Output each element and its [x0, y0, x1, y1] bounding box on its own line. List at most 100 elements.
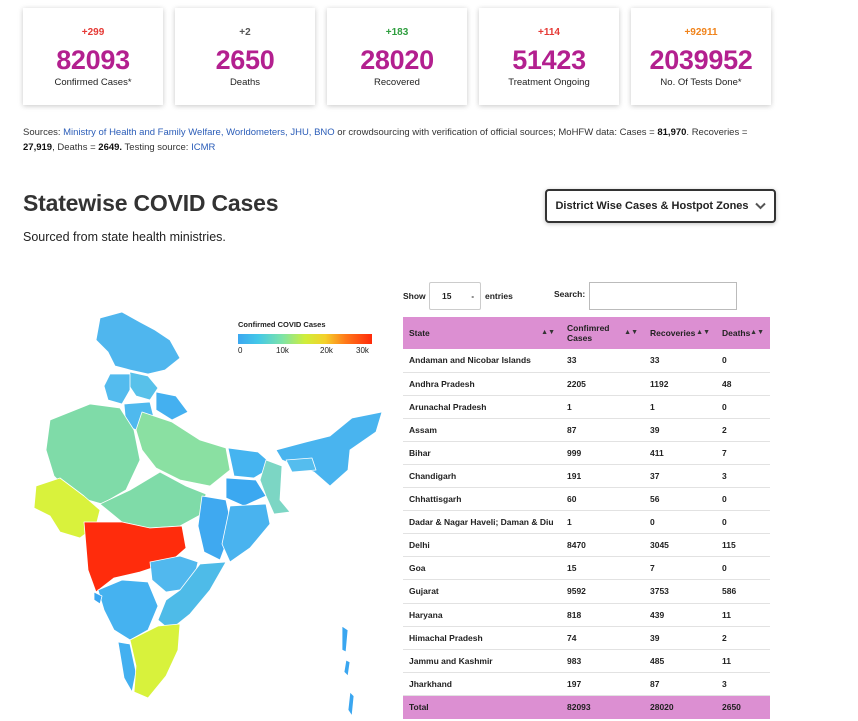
mohfw-cases: 81,970 [657, 127, 687, 138]
legend-tick: 0 [238, 346, 243, 355]
table-row: Gujarat 9592 3753 586 [403, 579, 770, 604]
stat-label: Deaths [229, 77, 261, 88]
cell-deaths: 115 [716, 533, 770, 558]
entries-select[interactable]: 15 - [429, 282, 481, 310]
district-wise-dropdown-button[interactable]: District Wise Cases & Hostpot Zones [545, 189, 776, 223]
stat-value: 51423 [512, 45, 586, 75]
cell-confirmed: 15 [561, 556, 644, 581]
map-legend: Confirmed COVID Cases 0 10k 20k 30k [238, 320, 378, 358]
sources-middle: or crowdsourcing with verification of of… [334, 127, 658, 138]
map-region-jammu-kashmir [95, 311, 181, 375]
table-total-row: Total 82093 28020 2650 [403, 695, 770, 719]
cell-deaths: 11 [716, 603, 770, 627]
cell-confirmed: 33 [561, 349, 644, 373]
map-region-tamil-nadu [129, 623, 181, 699]
stat-value: 28020 [360, 45, 434, 75]
select-arrow-icon: - [471, 292, 474, 301]
sources-link[interactable]: Ministry of Health and Family Welfare, W… [63, 127, 335, 138]
cell-state: Jammu and Kashmir [403, 649, 561, 673]
cell-deaths: 7 [716, 441, 770, 465]
th-state[interactable]: State ▲▼ [403, 317, 561, 349]
section-subtitle: Sourced from state health ministries. [23, 230, 226, 244]
map-region-jharkhand [225, 477, 267, 507]
stat-delta: +2 [239, 27, 251, 38]
search-label: Search: [554, 289, 586, 299]
cell-confirmed: 1 [561, 395, 644, 419]
map-region-punjab [103, 373, 131, 405]
map-region-karnataka [97, 579, 159, 641]
map-region-odisha [221, 503, 271, 563]
legend-tick: 10k [276, 346, 289, 355]
cell-recoveries: 1192 [644, 372, 716, 396]
cell-deaths: 2650 [716, 695, 770, 719]
legend-tick: 20k [320, 346, 333, 355]
table-row: Delhi 8470 3045 115 [403, 533, 770, 558]
th-deaths[interactable]: Deaths ▲▼ [716, 317, 770, 349]
table-row: Chhattisgarh 60 56 0 [403, 487, 770, 512]
table-controls: Show 15 - entries Search: [403, 282, 773, 310]
stat-card-tests: +92911 2039952 No. Of Tests Done* [631, 8, 771, 105]
cell-state: Assam [403, 418, 561, 442]
india-map-svg [33, 311, 383, 717]
cell-state: Gujarat [403, 579, 561, 604]
map-region-rajasthan [45, 403, 141, 505]
cell-state: Dadar & Nagar Haveli; Daman & Diu [403, 510, 561, 535]
table-row: Haryana 818 439 11 [403, 603, 770, 627]
stat-label: Confirmed Cases* [54, 77, 132, 88]
india-map[interactable] [30, 300, 390, 720]
table-row: Goa 15 7 0 [403, 556, 770, 581]
map-region-west-bengal [259, 459, 291, 515]
legend-title: Confirmed COVID Cases [238, 320, 326, 329]
cell-confirmed: 74 [561, 626, 644, 650]
table-row: Bihar 999 411 7 [403, 441, 770, 465]
search-input[interactable] [589, 282, 737, 310]
cell-state: Bihar [403, 441, 561, 465]
cell-recoveries: 7 [644, 556, 716, 581]
cell-recoveries: 3045 [644, 533, 716, 558]
district-button-label: District Wise Cases & Hostpot Zones [555, 200, 749, 212]
cell-deaths: 2 [716, 418, 770, 442]
table-row: Andhra Pradesh 2205 1192 48 [403, 372, 770, 396]
recoveries-label: . Recoveries = [686, 127, 748, 138]
table-row: Himachal Pradesh 74 39 2 [403, 626, 770, 650]
deaths-label: , Deaths = [52, 142, 99, 153]
cell-deaths: 0 [716, 395, 770, 419]
table-row: Arunachal Pradesh 1 1 0 [403, 395, 770, 419]
cell-confirmed: 1 [561, 510, 644, 535]
cell-deaths: 0 [716, 556, 770, 581]
stat-value: 2650 [215, 45, 275, 75]
th-label: Confimred Cases [567, 323, 610, 343]
stat-label: No. Of Tests Done* [660, 77, 742, 88]
cell-deaths: 0 [716, 349, 770, 373]
chevron-down-icon [754, 202, 766, 210]
cell-recoveries: 33 [644, 349, 716, 373]
cell-recoveries: 411 [644, 441, 716, 465]
icmr-link[interactable]: ICMR [191, 142, 216, 153]
sort-icon: ▲▼ [750, 329, 764, 336]
map-region-uttarakhand [155, 391, 189, 421]
cell-confirmed: 191 [561, 464, 644, 489]
cell-confirmed: 60 [561, 487, 644, 512]
cell-state: Andaman and Nicobar Islands [403, 349, 561, 373]
stat-label: Treatment Ongoing [508, 77, 590, 88]
cell-confirmed: 9592 [561, 579, 644, 604]
map-region-himachal [127, 371, 159, 401]
th-confirmed[interactable]: Confimred Cases ▲▼ [561, 317, 644, 349]
table-row: Dadar & Nagar Haveli; Daman & Diu 1 0 0 [403, 510, 770, 535]
cell-state: Delhi [403, 533, 561, 558]
cell-confirmed: 818 [561, 603, 644, 627]
th-label: State [409, 328, 430, 338]
th-label: Recoveries [650, 328, 696, 338]
table-row: Chandigarh 191 37 3 [403, 464, 770, 489]
stat-delta: +299 [81, 27, 105, 38]
cell-deaths: 586 [716, 579, 770, 604]
cell-deaths: 3 [716, 672, 770, 696]
table-row: Jammu and Kashmir 983 485 11 [403, 649, 770, 673]
cell-deaths: 11 [716, 649, 770, 673]
th-recoveries[interactable]: Recoveries ▲▼ [644, 317, 716, 349]
cell-confirmed: 82093 [561, 695, 644, 719]
sources-prefix: Sources: [23, 127, 64, 138]
cell-deaths: 0 [716, 487, 770, 512]
sort-icon: ▲▼ [541, 329, 555, 336]
map-region-andhra [157, 561, 227, 631]
